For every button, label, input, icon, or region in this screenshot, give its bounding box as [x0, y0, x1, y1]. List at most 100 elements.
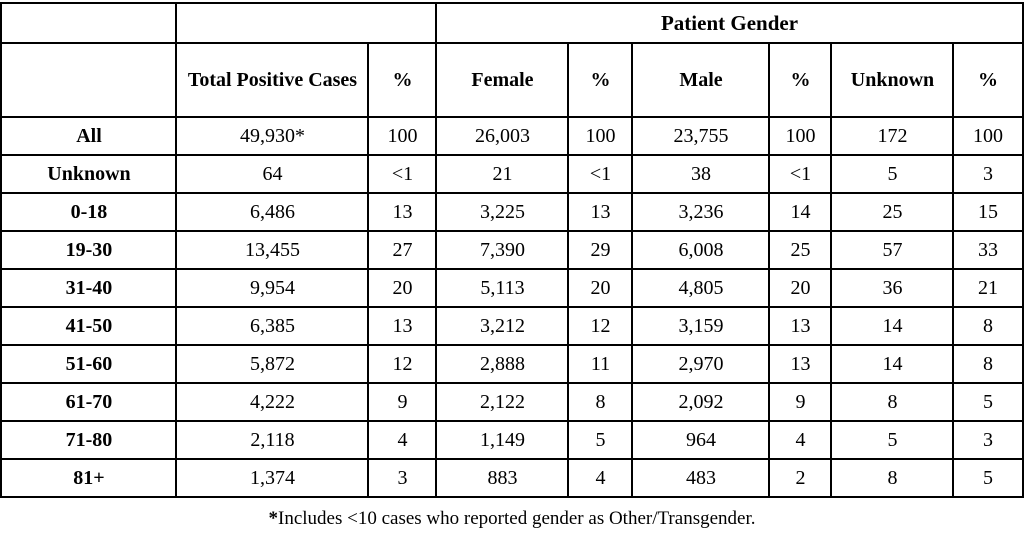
table-cell: 13 [768, 344, 833, 384]
column-header-female-percent: % [567, 42, 634, 118]
table-cell: 5,113 [435, 268, 570, 308]
table-cell: 8 [952, 306, 1024, 346]
table-cell: 9 [768, 382, 833, 422]
table-cell: 4 [768, 420, 833, 460]
table-body: All 49,930* 100 26,003 100 23,755 100 17… [0, 116, 1024, 498]
table-row-31-40: 31-40 9,954 20 5,113 20 4,805 20 36 21 [0, 268, 1024, 308]
table-cell: 172 [830, 116, 955, 156]
row-label: 31-40 [0, 268, 178, 308]
table-cell: 64 [175, 154, 370, 194]
corner-empty-cell [0, 2, 178, 44]
table-cell: 4,805 [631, 268, 771, 308]
table-cell: 9,954 [175, 268, 370, 308]
column-header-male-percent: % [768, 42, 833, 118]
row-label: 71-80 [0, 420, 178, 460]
table-cell: 2,888 [435, 344, 570, 384]
table-cell: 13 [567, 192, 634, 232]
table-cell: 5 [952, 458, 1024, 498]
table-cell: 13 [367, 192, 438, 232]
table-cell: 11 [567, 344, 634, 384]
table-row-71-80: 71-80 2,118 4 1,149 5 964 4 5 3 [0, 420, 1024, 460]
total-cases-group-empty-cell [175, 2, 438, 44]
table-cell: 49,930* [175, 116, 370, 156]
table-cell: 5 [952, 382, 1024, 422]
row-label: All [0, 116, 178, 156]
table-cell: 14 [830, 306, 955, 346]
table-cell: 12 [367, 344, 438, 384]
column-header-unknown-percent: % [952, 42, 1024, 118]
table-cell: 13 [768, 306, 833, 346]
table-cell: 21 [435, 154, 570, 194]
table-cell: 38 [631, 154, 771, 194]
table-cell: 2,092 [631, 382, 771, 422]
table-cell: 883 [435, 458, 570, 498]
table-row-0-18: 0-18 6,486 13 3,225 13 3,236 14 25 15 [0, 192, 1024, 232]
table-cell: 4 [367, 420, 438, 460]
row-label: 0-18 [0, 192, 178, 232]
column-header-blank [0, 42, 178, 118]
table-cell: 29 [567, 230, 634, 270]
table-row-51-60: 51-60 5,872 12 2,888 11 2,970 13 14 8 [0, 344, 1024, 384]
table-cell: 25 [830, 192, 955, 232]
column-header-total-percent: % [367, 42, 438, 118]
table-footnote: *Includes <10 cases who reported gender … [0, 508, 1024, 530]
group-header-row: Patient Gender [0, 2, 1024, 44]
column-header-female: Female [435, 42, 570, 118]
footnote-asterisk: * [268, 508, 279, 529]
table-cell: 5 [830, 154, 955, 194]
table-cell: 6,486 [175, 192, 370, 232]
table-cell: 100 [952, 116, 1024, 156]
table-row-41-50: 41-50 6,385 13 3,212 12 3,159 13 14 8 [0, 306, 1024, 346]
table-cell: 5 [830, 420, 955, 460]
table-cell: <1 [567, 154, 634, 194]
table-cell: 36 [830, 268, 955, 308]
table-row-unknown: Unknown 64 <1 21 <1 38 <1 5 3 [0, 154, 1024, 194]
table-cell: 23,755 [631, 116, 771, 156]
table-cell: 100 [567, 116, 634, 156]
table-cell: 964 [631, 420, 771, 460]
table-cell: 4,222 [175, 382, 370, 422]
table-cell: 100 [768, 116, 833, 156]
table-cell: 6,385 [175, 306, 370, 346]
table-row-19-30: 19-30 13,455 27 7,390 29 6,008 25 57 33 [0, 230, 1024, 270]
table-cell: 26,003 [435, 116, 570, 156]
footnote-text: Includes <10 cases who reported gender a… [278, 508, 756, 529]
table-cell: 8 [567, 382, 634, 422]
table-row-61-70: 61-70 4,222 9 2,122 8 2,092 9 8 5 [0, 382, 1024, 422]
table-cell: 7,390 [435, 230, 570, 270]
table-row-81plus: 81+ 1,374 3 883 4 483 2 8 5 [0, 458, 1024, 498]
row-label: 81+ [0, 458, 178, 498]
table-row-all: All 49,930* 100 26,003 100 23,755 100 17… [0, 116, 1024, 156]
table-cell: 8 [952, 344, 1024, 384]
table-cell: 5,872 [175, 344, 370, 384]
table-cell: 1,149 [435, 420, 570, 460]
table-cell: 9 [367, 382, 438, 422]
table-cell: 8 [830, 382, 955, 422]
row-label: Unknown [0, 154, 178, 194]
table-cell: 3,159 [631, 306, 771, 346]
table-cell: 100 [367, 116, 438, 156]
table-cell: 14 [830, 344, 955, 384]
table-cell: 3,225 [435, 192, 570, 232]
table-cell: 13,455 [175, 230, 370, 270]
row-label: 19-30 [0, 230, 178, 270]
column-header-row: Total Positive Cases % Female % Male % U… [0, 42, 1024, 118]
table-cell: 2,118 [175, 420, 370, 460]
table-cell: <1 [367, 154, 438, 194]
table-cell: 1,374 [175, 458, 370, 498]
table-cell: 6,008 [631, 230, 771, 270]
table-cell: 2,122 [435, 382, 570, 422]
table-cell: 3 [367, 458, 438, 498]
table-cell: 27 [367, 230, 438, 270]
table-cell: 5 [567, 420, 634, 460]
table-cell: <1 [768, 154, 833, 194]
table-cell: 2,970 [631, 344, 771, 384]
table-cell: 20 [768, 268, 833, 308]
table-cell: 57 [830, 230, 955, 270]
table-cell: 12 [567, 306, 634, 346]
table-cell: 14 [768, 192, 833, 232]
table-cell: 3,212 [435, 306, 570, 346]
column-header-total-positive-cases: Total Positive Cases [175, 42, 370, 118]
table-cell: 8 [830, 458, 955, 498]
table-cell: 2 [768, 458, 833, 498]
